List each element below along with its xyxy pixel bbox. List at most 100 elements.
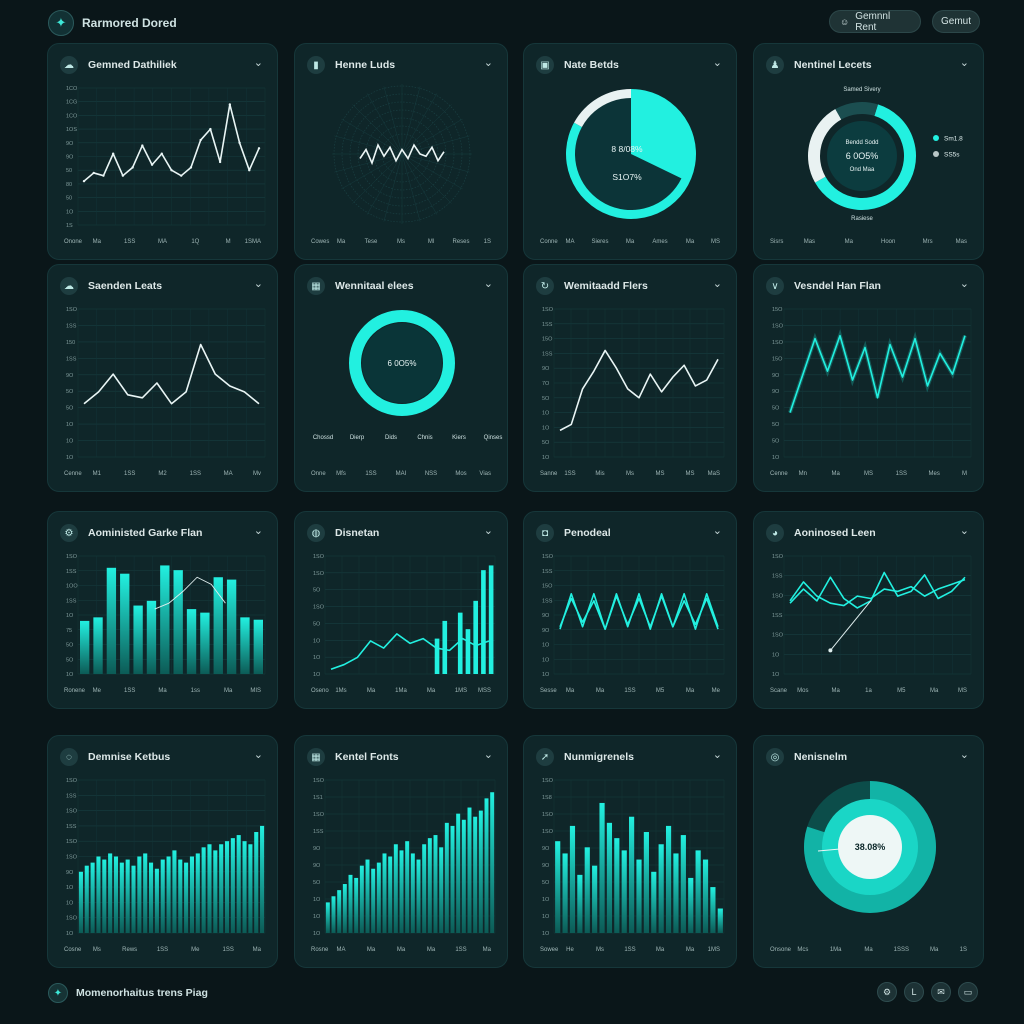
panel-2[interactable]: ▮ Henne Luds ⌄ Cowes Ma Tese Ms Ml Reses 1S: [294, 43, 508, 260]
y-tick-label: 1SO: [772, 633, 784, 639]
bar: [457, 612, 463, 674]
panel-3[interactable]: ▣ Nate Betds ⌄ 8 8/08% S1O7% Conne MA Sieres Ma A…: [523, 43, 737, 260]
bar: [80, 620, 90, 674]
x-tick-label: Mas: [956, 239, 967, 245]
x-tick-label: MA: [566, 239, 575, 245]
x-tick-label: Ames: [652, 239, 667, 245]
x-tick-label: Onsone: [770, 947, 792, 953]
radar-spoke: [401, 104, 452, 155]
bar: [125, 859, 130, 933]
data-point: [92, 171, 95, 175]
chevron-down-icon[interactable]: ⌄: [483, 525, 493, 537]
panel-header: ⚙ Aoministed Garke Flan ⌄: [60, 524, 265, 544]
chevron-down-icon[interactable]: ⌄: [253, 525, 263, 537]
donut-segment: [815, 104, 916, 210]
y-tick-label: 1O: [313, 914, 321, 920]
y-tick-label: 1O: [542, 657, 550, 663]
x-tick-label: MSS: [478, 688, 491, 694]
bar: [219, 844, 224, 933]
monitor-footer-button[interactable]: ▭: [958, 982, 978, 1002]
bar: [599, 802, 605, 933]
panel-6[interactable]: ▦ Wennitaal elees ⌄ 6 0O5% Chossd Dierp Dids Ch…: [294, 264, 508, 492]
radar-spoke: [341, 153, 403, 190]
y-tick-label: 5O: [66, 406, 74, 412]
chevron-down-icon[interactable]: ⌄: [253, 278, 263, 290]
x-tick-label: 1S: [484, 239, 491, 245]
panel-4[interactable]: ♟ Nentinel Lecets ⌄ Samed Sivery Bendd Sodd 6…: [753, 43, 984, 260]
settings-footer-button[interactable]: ⚙: [877, 982, 897, 1002]
smile-icon: ☺: [840, 16, 850, 27]
panel-11[interactable]: ◘ Penodeal ⌄ 1SO 1SS 15O 1SS 9O 9O 1O 1O 1O Sesse Ma M…: [523, 511, 737, 709]
chat-footer-button[interactable]: ✉: [931, 982, 951, 1002]
y-tick-label: 1SS: [66, 323, 77, 329]
panel-10[interactable]: ◍ Disnetan ⌄ 1SO 1SO 5O 1SO 5O 1O 1O 1O Oseno 1Ms Ma 1…: [294, 511, 508, 709]
donut-center-label: Ond Maa: [850, 167, 875, 173]
y-tick-label: 75: [66, 628, 72, 634]
data-point: [238, 141, 241, 144]
chevron-down-icon[interactable]: ⌄: [712, 525, 722, 537]
bar: [680, 835, 686, 933]
panel-7[interactable]: ↻ Wemitaadd Flers ⌄ 1SO 1SS 15O 1SS 9O 7O 5O 1O 1O 5…: [523, 264, 737, 492]
panel-header: ▦ Wennitaal elees ⌄: [307, 277, 495, 297]
y-tick-label: 1O: [542, 672, 550, 678]
y-tick-label: 1SS: [66, 824, 77, 830]
bar: [173, 570, 183, 674]
panel-8[interactable]: ∨ Vesndel Han Flan ⌄ 15O 1SO 1SO 15O 9O 9O 5O 5O 5O…: [753, 264, 984, 492]
panel-15[interactable]: ➚ Nunmigrenels ⌄ 1SO 1S8 1SO 1SO 9O 9O 5O 1O 1O 1O So…: [523, 735, 737, 968]
y-tick-label: 1O: [772, 652, 780, 658]
data-point: [150, 163, 154, 166]
x-tick-label: 1SS: [564, 471, 575, 477]
x-tick-label: MAI: [396, 471, 407, 477]
bar: [119, 862, 124, 933]
app-title: Rarmored Dored: [82, 16, 177, 30]
chevron-down-icon[interactable]: ⌄: [253, 749, 263, 761]
x-tick-label: Ms: [596, 947, 604, 953]
bar: [478, 810, 483, 933]
panel-title: Aoministed Garke Flan: [88, 527, 203, 539]
chevron-down-icon[interactable]: ⌄: [712, 749, 722, 761]
chevron-down-icon[interactable]: ⌄: [483, 57, 493, 69]
ring-progress: [349, 310, 455, 416]
y-tick-label: 1O: [542, 411, 550, 417]
series-line: [789, 578, 966, 607]
bar: [450, 825, 455, 933]
chevron-down-icon[interactable]: ⌄: [712, 278, 722, 290]
bar: [224, 841, 230, 933]
chevron-down-icon[interactable]: ⌄: [959, 57, 969, 69]
panel-header: ◘ Penodeal ⌄: [536, 524, 724, 544]
radar-spoke: [334, 153, 403, 173]
series-line: [83, 343, 260, 405]
panel-16[interactable]: ◎ Nenisnelm ⌄ 38.08% Onsone Mcs 1Ma Ma 1SSS Ma 1S: [753, 735, 984, 968]
chevron-down-icon[interactable]: ⌄: [959, 749, 969, 761]
panel-9[interactable]: ⚙ Aoministed Garke Flan ⌄ 1SO 1SS 1OO 1SS 1O 75 5…: [47, 511, 278, 709]
chevron-down-icon[interactable]: ⌄: [483, 278, 493, 290]
chevron-down-icon[interactable]: ⌄: [959, 278, 969, 290]
chevron-down-icon[interactable]: ⌄: [253, 57, 263, 69]
radar-spoke: [401, 153, 470, 173]
data-point: [82, 179, 86, 183]
panel-14[interactable]: ▦ Kentel Fonts ⌄ 1SO 1S1 1SO 1SS 9O 9O 5O 1O 1O 1O Ro…: [294, 735, 508, 968]
x-tick-label: Ma: [397, 947, 406, 953]
x-tick-label: Sieres: [591, 239, 608, 245]
x-tick-label: Sesse: [540, 688, 557, 694]
bar: [348, 874, 353, 933]
y-tick-label: 15O: [542, 584, 553, 590]
primary-header-button[interactable]: ☺ Gemnnl Rent: [829, 10, 921, 33]
chevron-down-icon[interactable]: ⌄: [483, 749, 493, 761]
info-footer-button[interactable]: L: [904, 982, 924, 1002]
panel-12[interactable]: ◕ Aoninosed Leen ⌄ 1SO 1SS 1SO 1SS 1SO 1O 1O Scane…: [753, 511, 984, 709]
panel-13[interactable]: ◌ Demnise Ketbus ⌄ 1SO 1SS 1SO 1SS 1SO 1SO 9O 1O 1O…: [47, 735, 278, 968]
y-tick-label: 9O: [542, 863, 550, 869]
panel-1[interactable]: ☁ Gemned Dathiliek ⌄ 1CO 1CG 1CO 1OS 9O 9O 50 80 50…: [47, 43, 278, 260]
chevron-down-icon[interactable]: ⌄: [712, 57, 722, 69]
y-tick-label: 9O: [313, 846, 321, 852]
brand[interactable]: ✦ Rarmored Dored: [48, 10, 177, 36]
y-tick-label: 1SO: [313, 778, 325, 784]
gear-icon: ⚙: [60, 524, 78, 542]
legend-label: Dids: [385, 435, 397, 441]
chevron-down-icon[interactable]: ⌄: [959, 525, 969, 537]
panel-5[interactable]: ☁ Saenden Leats ⌄ 1SO 1SS 150 1SS 9O 5O 5O 1O 1O 1O C…: [47, 264, 278, 492]
secondary-header-button[interactable]: Gemut: [932, 10, 980, 33]
panel-title: Nenisnelm: [794, 751, 848, 763]
bar: [467, 807, 472, 933]
